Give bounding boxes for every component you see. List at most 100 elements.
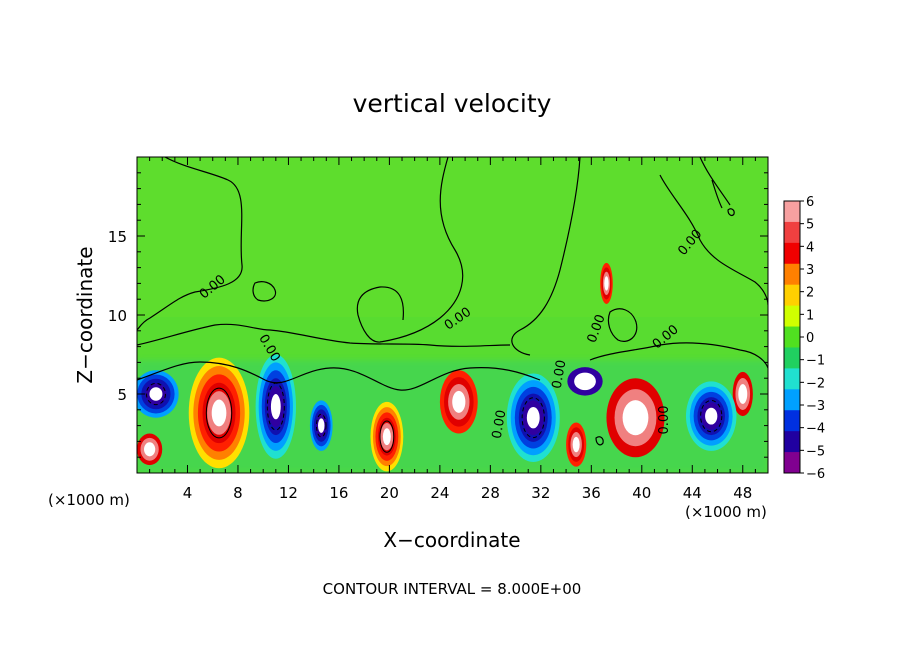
colorbar-label: −6 — [806, 467, 825, 482]
velocity-ring — [318, 418, 325, 433]
velocity-ring — [738, 384, 748, 404]
velocity-ring — [604, 276, 609, 291]
contour-line — [607, 308, 638, 342]
velocity-ring — [211, 399, 227, 427]
colorbar-label: 1 — [806, 308, 814, 323]
contour-line — [589, 342, 768, 369]
colorbar: 6 5 4 3 2 1 0 −1 −2 −3 −4 −5 −6 — [783, 195, 825, 482]
updraft-cell — [732, 371, 753, 417]
colorbar-swatch — [784, 389, 800, 411]
x-tick-label: 12 — [279, 484, 298, 502]
colorbar-label: −3 — [806, 399, 825, 414]
colorbar-label: 4 — [806, 240, 814, 255]
x-tick-label: 32 — [531, 484, 550, 502]
x-tick-label: 36 — [582, 484, 601, 502]
colorbar-label: 6 — [806, 195, 814, 210]
velocity-ring — [452, 390, 466, 413]
contour-interval-note: CONTOUR INTERVAL = 8.000E+00 — [323, 580, 582, 598]
colorbar-swatch — [784, 452, 800, 474]
updraft-cell — [137, 433, 163, 466]
contour-line — [252, 281, 277, 302]
x-axis-label: X−coordinate — [383, 528, 520, 552]
velocity-ring — [382, 428, 391, 446]
contour-label: 0.00 — [490, 409, 510, 440]
x-tick-label: 40 — [632, 484, 651, 502]
velocity-ring — [526, 406, 540, 429]
colorbar-label: −2 — [806, 376, 825, 391]
x-tick-label: 44 — [683, 484, 702, 502]
colorbar-label: −1 — [806, 354, 825, 369]
y-tick-label: 15 — [108, 228, 127, 246]
colorbar-swatch — [784, 347, 800, 369]
inner-contour — [700, 399, 723, 433]
velocity-ring — [149, 387, 163, 401]
contour-label: 0.00 — [657, 406, 672, 435]
colorbar-swatch — [784, 284, 800, 307]
colorbar-label: −5 — [806, 444, 825, 459]
colorbar-swatch — [784, 431, 800, 453]
y-tick-label: 10 — [108, 307, 127, 325]
velocity-ring — [622, 400, 649, 436]
inner-contour — [315, 413, 327, 438]
colorbar-swatch — [784, 305, 800, 328]
colorbar-label: 0 — [806, 331, 814, 346]
updraft-cell — [566, 422, 587, 467]
velocity-ring — [270, 394, 281, 420]
colorbar-label: 2 — [806, 286, 814, 301]
downdraft-cell — [506, 373, 560, 462]
updraft-cell — [439, 370, 478, 434]
downdraft-cell — [137, 370, 179, 418]
updraft-cell — [188, 357, 250, 469]
y-axis-label: Z−coordinate — [73, 246, 97, 383]
plot-area: 0.000.000.000.000.000.000.000.000.00 — [137, 157, 768, 473]
colorbar-swatch — [784, 326, 800, 348]
updraft-cell — [600, 262, 613, 304]
updraft-cell — [606, 378, 665, 458]
x-axis: 4 8 12 16 20 24 28 32 36 40 44 48 — [149, 157, 756, 502]
downdraft-cell — [255, 354, 297, 459]
downdraft-cell — [309, 400, 333, 451]
downdraft-cell — [685, 381, 737, 451]
colorbar-label: 3 — [806, 263, 814, 278]
contour-line — [137, 361, 541, 391]
contour-line — [137, 157, 243, 331]
colorbar-swatch — [784, 368, 800, 390]
y-axis: 5 10 15 — [108, 172, 768, 458]
contour-line — [595, 436, 604, 446]
colorbar-swatch — [784, 410, 800, 432]
velocity-ring — [144, 442, 156, 457]
upper-field-tint — [137, 157, 768, 317]
y-tick-label: 5 — [117, 386, 127, 404]
x-tick-label: 28 — [481, 484, 500, 502]
inner-contour — [145, 382, 166, 406]
zero-contours — [137, 157, 768, 446]
x-tick-label: 24 — [430, 484, 449, 502]
x-tick-label: 4 — [183, 484, 193, 502]
x-tick-label: 16 — [329, 484, 348, 502]
velocity-features — [137, 262, 753, 472]
inner-contour — [521, 397, 545, 439]
downdraft-cell — [567, 367, 603, 396]
updraft-cell — [370, 401, 404, 472]
colorbar-swatch — [784, 263, 800, 286]
colorbar-label: −4 — [806, 422, 825, 437]
colorbar-swatch — [784, 201, 800, 223]
velocity-ring — [572, 436, 580, 453]
chart-title: vertical velocity — [353, 89, 552, 118]
inner-contour — [205, 387, 233, 439]
colorbar-label: 5 — [806, 218, 814, 233]
contour-line — [659, 174, 768, 306]
x-unit-left: (×1000 m) — [48, 491, 130, 509]
contour-line — [356, 157, 464, 343]
colorbar-swatch — [784, 221, 800, 244]
velocity-ring — [574, 372, 596, 391]
contour-line — [137, 323, 511, 347]
x-tick-label: 20 — [380, 484, 399, 502]
x-tick-label: 48 — [733, 484, 752, 502]
x-unit-right: (×1000 m) — [685, 503, 767, 521]
contour-line — [727, 208, 735, 216]
x-tick-label: 8 — [233, 484, 243, 502]
contour-line — [699, 157, 731, 209]
colorbar-swatch — [784, 242, 800, 265]
